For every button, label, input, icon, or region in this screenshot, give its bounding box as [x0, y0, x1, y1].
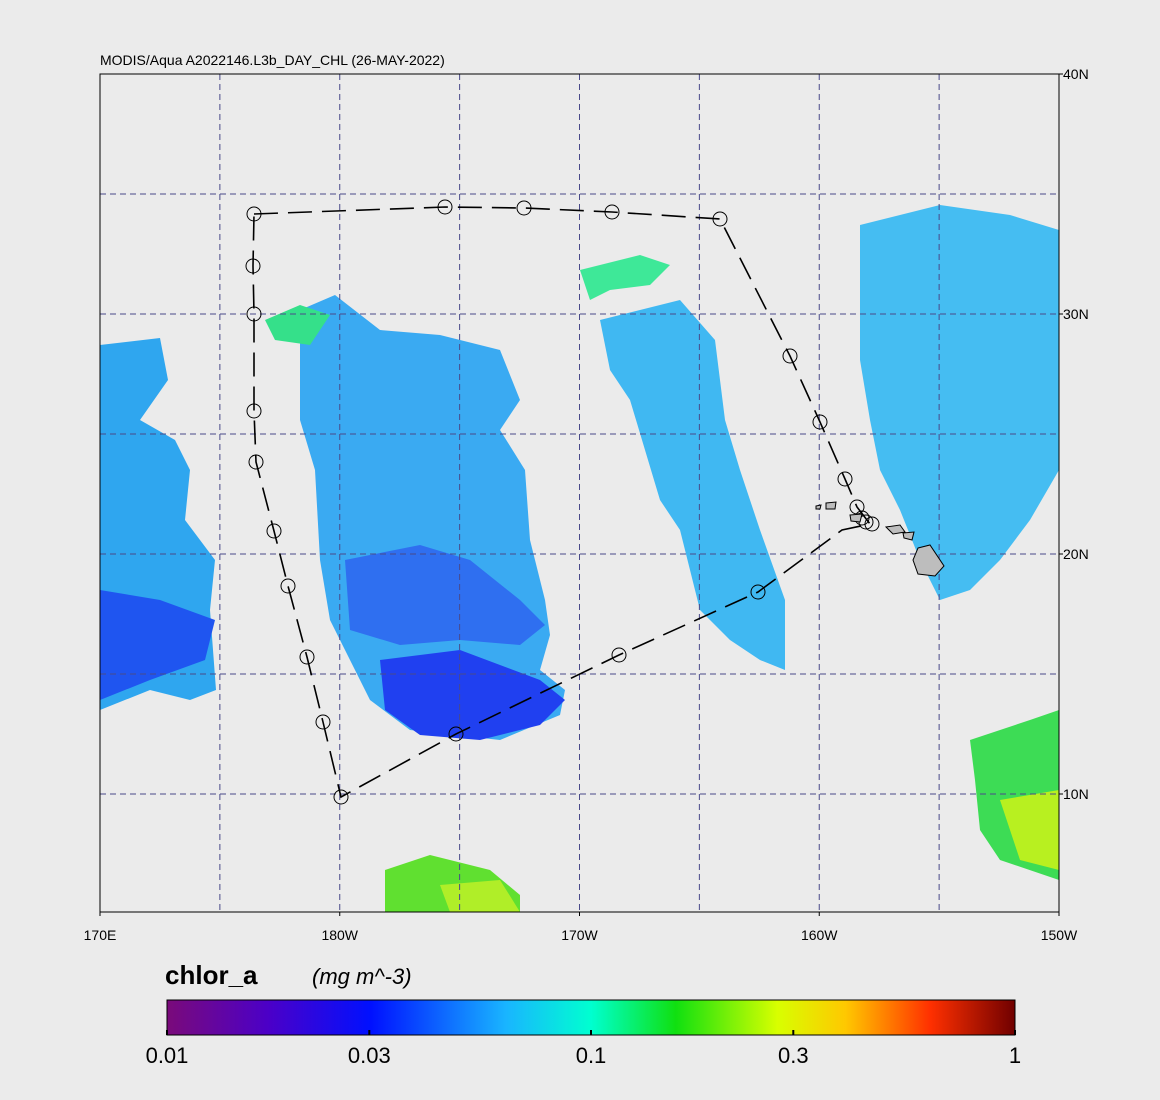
lat-label: 20N	[1063, 546, 1089, 562]
chlorophyll-patch	[265, 305, 330, 345]
chlorophyll-patch	[580, 255, 670, 300]
graticule	[100, 74, 1059, 912]
lat-label: 10N	[1063, 786, 1089, 802]
cruise-track	[245, 199, 880, 805]
lon-label: 170E	[84, 927, 117, 943]
track-stations	[245, 199, 880, 805]
colorbar-tick-label: 0.1	[576, 1043, 607, 1068]
colorbar	[166, 999, 1016, 1036]
chlorophyll-patch	[345, 545, 545, 645]
chlorophyll-patch	[860, 205, 1059, 600]
lon-label: 180W	[321, 927, 358, 943]
chlorophyll-patch	[600, 300, 785, 670]
lon-label: 170W	[561, 927, 598, 943]
map-title: MODIS/Aqua A2022146.L3b_DAY_CHL (26-MAY-…	[100, 52, 445, 68]
track-line	[252, 206, 872, 799]
lat-label: 30N	[1063, 306, 1089, 322]
map-axis-labels: 40N 30N 20N 10N 170E 180W 170W 160W 150W	[84, 66, 1089, 943]
colorbar-ticks: 0.01 0.03 0.1 0.3 1	[146, 1030, 1021, 1068]
chlorophyll-patch	[1000, 790, 1059, 870]
colorbar-units: (mg m^-3)	[312, 964, 412, 989]
chlorophyll-field	[100, 205, 1059, 912]
lat-label: 40N	[1063, 66, 1089, 82]
lon-label: 150W	[1041, 927, 1078, 943]
lon-label: 160W	[801, 927, 838, 943]
colorbar-tick-label: 0.3	[778, 1043, 809, 1068]
colorbar-tick-label: 1	[1009, 1043, 1021, 1068]
hawaii-islands	[815, 501, 945, 577]
colorbar-tick-label: 0.01	[146, 1043, 189, 1068]
chlorophyll-patch	[380, 650, 565, 740]
colorbar-tick-label: 0.03	[348, 1043, 391, 1068]
colorbar-label: chlor_a	[165, 960, 258, 990]
chlorophyll-patch	[100, 590, 215, 700]
